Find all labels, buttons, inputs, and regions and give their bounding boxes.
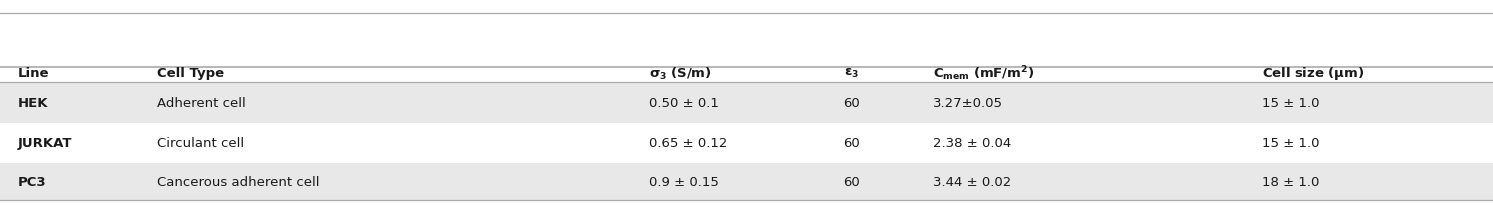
Text: 15 ± 1.0: 15 ± 1.0	[1262, 137, 1320, 150]
Text: 18 ± 1.0: 18 ± 1.0	[1262, 175, 1318, 188]
Text: $\mathbf{C_{mem}}$ $\mathbf{(mF/m^2)}$: $\mathbf{C_{mem}}$ $\mathbf{(mF/m^2)}$	[933, 64, 1035, 82]
Text: 2.38 ± 0.04: 2.38 ± 0.04	[933, 137, 1011, 150]
Text: Adherent cell: Adherent cell	[157, 97, 245, 109]
Text: 3.44 ± 0.02: 3.44 ± 0.02	[933, 175, 1011, 188]
Text: 0.50 ± 0.1: 0.50 ± 0.1	[649, 97, 720, 109]
Text: $\mathbf{Cell\ size\ (\mu m)}$: $\mathbf{Cell\ size\ (\mu m)}$	[1262, 65, 1363, 82]
Text: 3.27±0.05: 3.27±0.05	[933, 97, 1003, 109]
Text: JURKAT: JURKAT	[18, 137, 73, 150]
Text: 0.9 ± 0.15: 0.9 ± 0.15	[649, 175, 720, 188]
Text: 15 ± 1.0: 15 ± 1.0	[1262, 97, 1320, 109]
Text: 0.65 ± 0.12: 0.65 ± 0.12	[649, 137, 727, 150]
Text: 60: 60	[844, 175, 860, 188]
Text: Cell Type: Cell Type	[157, 67, 224, 80]
Text: 60: 60	[844, 97, 860, 109]
Text: Line: Line	[18, 67, 49, 80]
Text: Cancerous adherent cell: Cancerous adherent cell	[157, 175, 320, 188]
Text: HEK: HEK	[18, 97, 48, 109]
Bar	[0, 163, 1493, 200]
Text: $\mathbf{\sigma_3}$$\mathbf{\ (S/m)}$: $\mathbf{\sigma_3}$$\mathbf{\ (S/m)}$	[649, 65, 712, 81]
Text: 60: 60	[844, 137, 860, 150]
Text: Circulant cell: Circulant cell	[157, 137, 243, 150]
Text: PC3: PC3	[18, 175, 46, 188]
Text: $\mathbf{\varepsilon_3}$: $\mathbf{\varepsilon_3}$	[844, 67, 858, 80]
Bar	[0, 82, 1493, 124]
